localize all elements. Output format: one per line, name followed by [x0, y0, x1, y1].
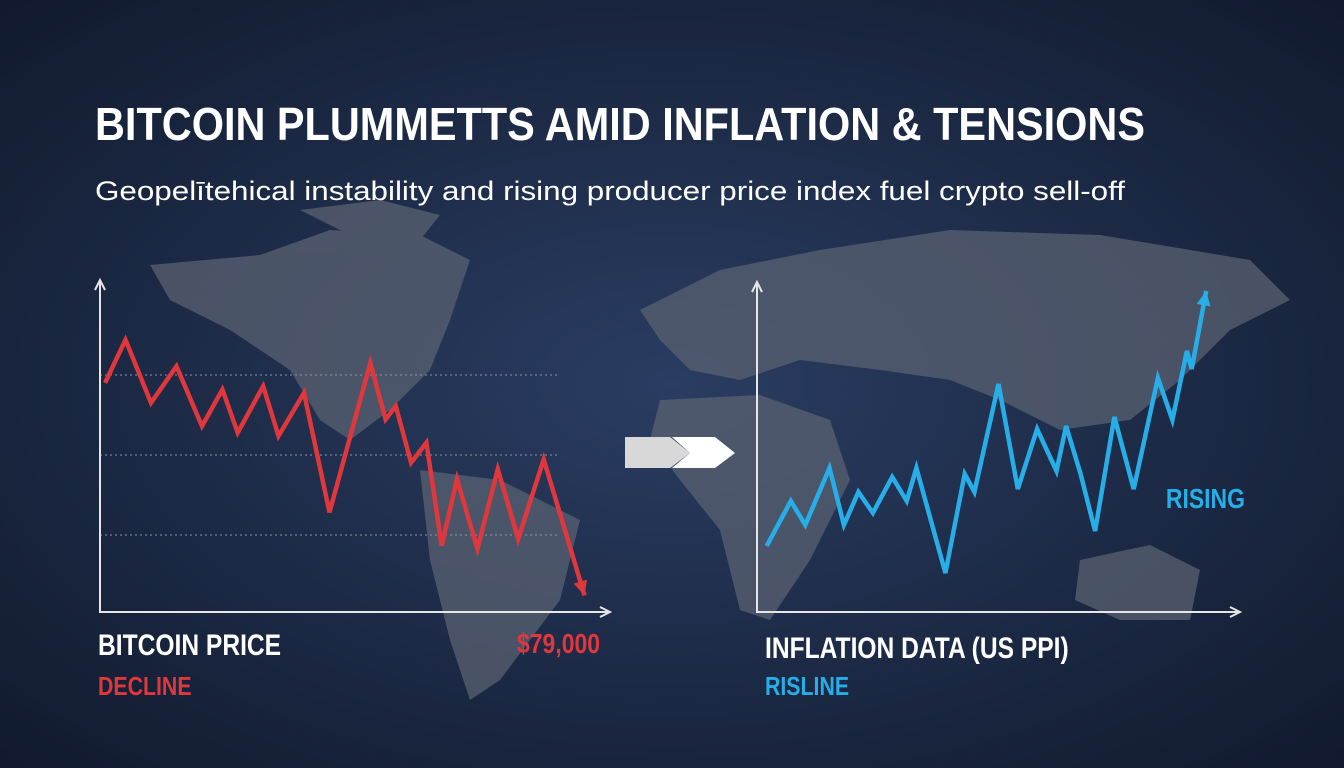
transition-arrow: [625, 437, 735, 468]
arrow-head: [1196, 291, 1211, 307]
axes: [99, 280, 610, 613]
chart-label: BITCOIN PRICE: [98, 628, 281, 662]
annotation: RISING: [1166, 484, 1245, 515]
axis-arrow: [599, 606, 613, 618]
title: BITCOIN PLUMMETTS AMID INFLATION & TENSI…: [95, 98, 1145, 150]
data-line: [103, 334, 587, 597]
chart-sublabel: RISLINE: [765, 672, 849, 702]
axes: [756, 282, 1240, 613]
chart-sublabel: DECLINE: [98, 672, 192, 702]
data-line: [764, 290, 1209, 574]
chart-label: INFLATION DATA (US PPI): [765, 631, 1069, 665]
axis-arrow: [94, 277, 106, 291]
annotation: $79,000: [517, 629, 600, 660]
arrow-head: [573, 579, 588, 596]
grid: [100, 374, 560, 536]
axis-arrow: [751, 279, 763, 293]
axis-arrow: [1229, 606, 1243, 618]
subtitle: Geopelītehical instability and rising pr…: [95, 176, 1126, 206]
